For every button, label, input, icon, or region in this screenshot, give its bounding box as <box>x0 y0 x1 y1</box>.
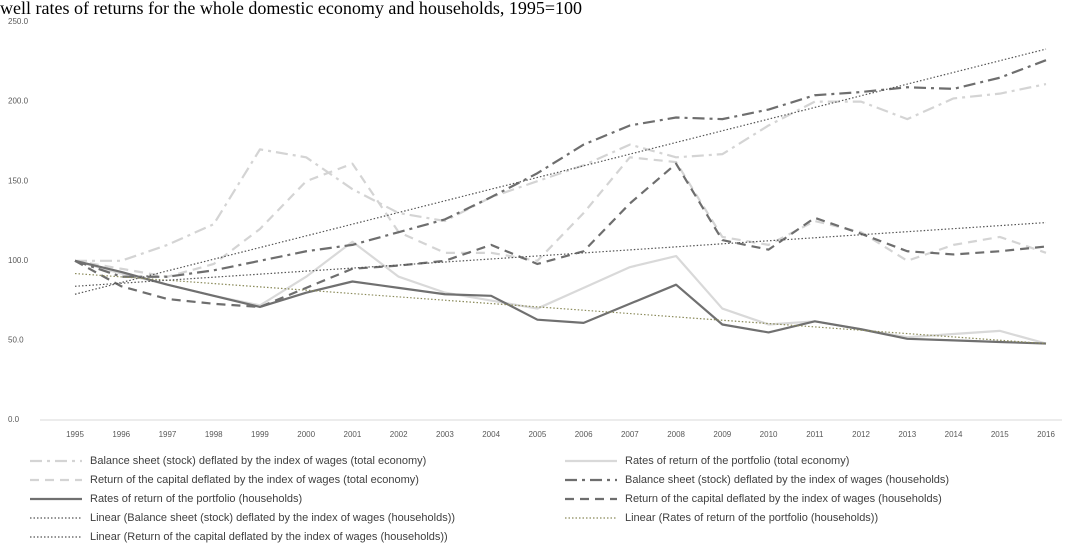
legend-label: Return of the capital deflated by the in… <box>90 474 419 486</box>
legend-label: Linear (Balance sheet (stock) deflated b… <box>90 512 455 524</box>
x-tick-label: 2005 <box>528 430 546 439</box>
chart-title: well rates of returns for the whole dome… <box>0 0 582 18</box>
legend-label: Linear (Return of the capital deflated b… <box>90 531 448 543</box>
x-tick-label: 2011 <box>806 430 824 439</box>
y-tick-label: 50.0 <box>8 336 24 345</box>
legend-label: Return of the capital deflated by the in… <box>625 493 942 505</box>
x-tick-label: 2000 <box>297 430 315 439</box>
x-tick-label: 2003 <box>436 430 454 439</box>
x-tick-label: 2014 <box>945 430 963 439</box>
y-tick-label: 250.0 <box>8 17 29 26</box>
x-tick-label: 1996 <box>112 430 130 439</box>
x-tick-label: 2012 <box>852 430 870 439</box>
legend-label: Balance sheet (stock) deflated by the in… <box>90 455 426 467</box>
y-tick-label: 0.0 <box>8 415 20 424</box>
x-tick-label: 1997 <box>159 430 177 439</box>
y-tick-label: 100.0 <box>8 256 29 265</box>
x-tick-label: 2007 <box>621 430 639 439</box>
legend-label: Rates of return of the portfolio (total … <box>625 455 849 467</box>
y-tick-label: 150.0 <box>8 176 29 185</box>
series-line <box>74 259 1047 345</box>
x-tick-label: 2004 <box>482 430 500 439</box>
series-line <box>74 59 1047 278</box>
x-tick-label: 2013 <box>898 430 916 439</box>
series-line <box>75 83 1047 262</box>
x-tick-label: 1998 <box>205 430 223 439</box>
series-line <box>74 162 1047 309</box>
x-tick-label: 2006 <box>575 430 593 439</box>
series-line <box>74 48 1047 295</box>
x-tick-label: 2016 <box>1037 430 1055 439</box>
x-tick-label: 1999 <box>251 430 269 439</box>
x-tick-label: 2001 <box>344 430 362 439</box>
x-tick-label: 1995 <box>66 430 84 439</box>
series-line <box>74 272 1047 345</box>
y-tick-label: 200.0 <box>8 97 29 106</box>
legend-label: Rates of return of the portfolio (househ… <box>90 493 302 505</box>
legend-label: Linear (Rates of return of the portfolio… <box>625 512 878 524</box>
x-tick-label: 2009 <box>713 430 731 439</box>
x-tick-label: 2008 <box>667 430 685 439</box>
legend-label: Balance sheet (stock) deflated by the in… <box>625 474 949 486</box>
x-tick-label: 2015 <box>991 430 1009 439</box>
x-tick-label: 2010 <box>760 430 778 439</box>
series-line <box>74 156 1047 278</box>
x-tick-label: 2002 <box>390 430 408 439</box>
series-line <box>74 221 1047 287</box>
